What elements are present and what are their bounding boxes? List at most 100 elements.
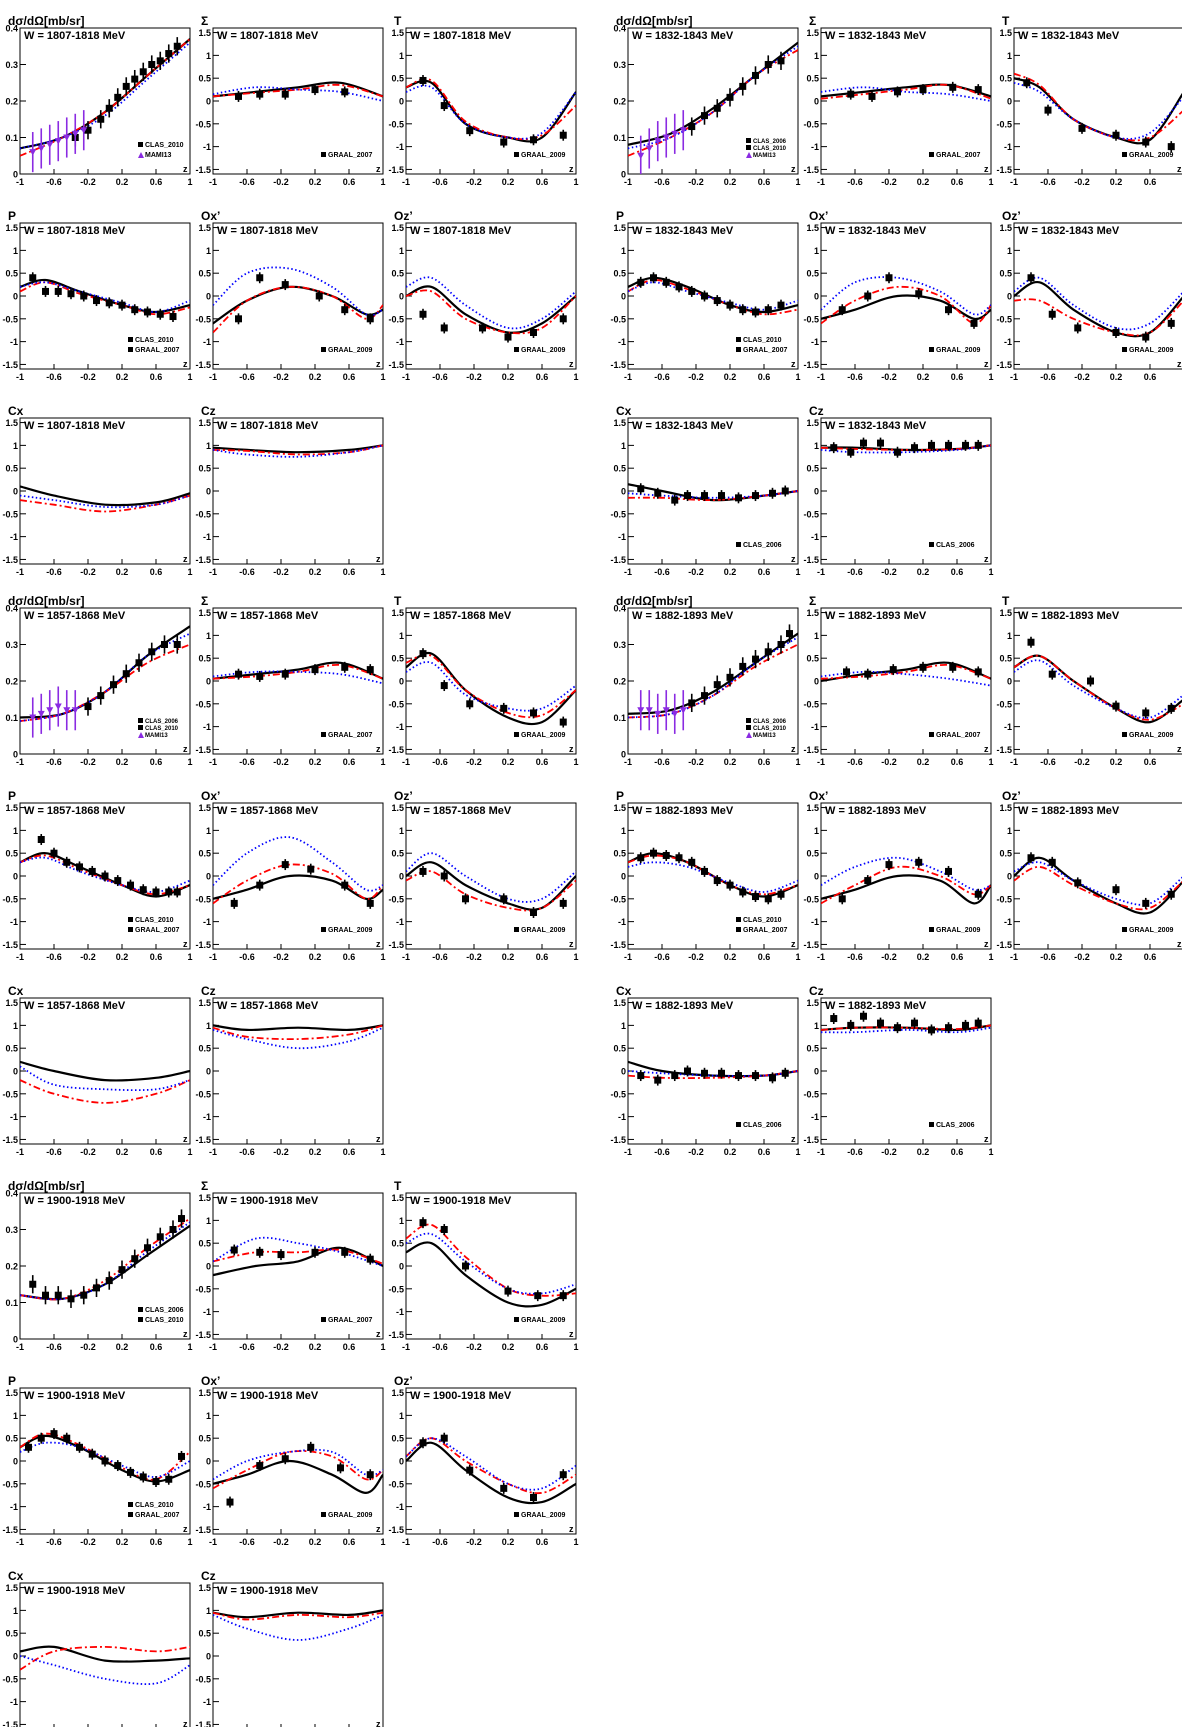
x-tick-label: -1	[16, 177, 24, 187]
x-tick-label: 1	[187, 1147, 192, 1157]
x-tick-label: -1	[817, 372, 825, 382]
panel-title: Oz’	[1002, 789, 1021, 803]
data-point-clas_2006	[752, 655, 759, 663]
panel-title: P	[616, 789, 624, 803]
y-tick-label: -1.5	[388, 360, 404, 370]
x-tick-label: 0.2	[502, 177, 515, 187]
x-tick-label: -0.6	[46, 177, 62, 187]
y-tick-label: -1	[811, 722, 819, 732]
legend-entry: GRAAL_2009	[521, 1512, 565, 1519]
y-tick-label: 0.5	[5, 464, 18, 474]
y-tick-label: 1.5	[198, 223, 211, 233]
y-tick-label: -0.5	[195, 119, 211, 129]
panel-ozp: Oz’ W = 1882-1893 MeV -1.5 -1 -0.5 0 0.5 1 1.5 -1…	[996, 789, 1182, 962]
data-point-clas_2010	[688, 287, 696, 295]
legend-entry: GRAAL_2007	[936, 732, 980, 739]
y-tick-label: -1.5	[803, 1135, 819, 1145]
x-tick-label: -0.6	[1040, 952, 1056, 962]
y-tick-label: 0	[621, 170, 626, 180]
data-point-graal_2009	[419, 310, 427, 318]
y-tick-label: 1.5	[198, 1388, 211, 1398]
y-tick-label: 0.5	[5, 1629, 18, 1639]
y-tick-label: 0	[814, 872, 819, 882]
data-point-graal_2009	[945, 306, 952, 314]
panel-p: P W = 1857-1868 MeV -1.5 -1 -0.5 0 0.5 1 1.5 -1 -0…	[2, 789, 192, 962]
data-point-graal_2009	[337, 1464, 344, 1472]
model-curve-0	[213, 444, 383, 454]
data-point-clas_2010	[165, 1475, 173, 1483]
plot-area	[213, 836, 383, 909]
y-tick-label: -1	[203, 1697, 211, 1707]
y-tick-label: -1	[203, 337, 211, 347]
w-range-label: W = 1900-1918 MeV	[217, 1390, 319, 1402]
x-axis-name: z	[376, 359, 381, 369]
y-tick-label: -1.5	[388, 1525, 404, 1535]
y-tick-label: -1.5	[195, 1135, 211, 1145]
legend-marker	[321, 927, 326, 932]
legend-marker	[736, 917, 741, 922]
x-axis-name: z	[791, 359, 796, 369]
model-curve-0	[20, 1060, 190, 1082]
data-point-graal_2009	[500, 1484, 508, 1492]
data-point-graal_2009	[1112, 329, 1120, 336]
plot-frame	[19, 1192, 191, 1340]
data-point-clas_2006	[684, 492, 691, 500]
y-tick-label: 0	[206, 1262, 211, 1272]
y-tick-label: 0.5	[613, 849, 626, 859]
panel-title: dσ/dΩ[mb/sr]	[616, 14, 693, 28]
panel-title: P	[616, 209, 624, 223]
y-tick-label: -0.5	[388, 1284, 404, 1294]
y-tick-label: 0.5	[806, 849, 819, 859]
y-tick-label: 0	[13, 1335, 18, 1345]
data-point-clas_2006	[974, 441, 982, 449]
legend-entry: CLAS_2010	[743, 917, 782, 924]
x-tick-label: -0.6	[46, 952, 62, 962]
x-tick-label: -0.6	[239, 1537, 255, 1547]
data-point-clas_2010	[101, 1457, 109, 1465]
x-tick-label: -0.6	[46, 1342, 62, 1352]
data-point-graal_2007	[311, 86, 319, 94]
data-point-graal_2009	[838, 895, 846, 903]
y-tick-label: 0.5	[806, 654, 819, 664]
y-tick-label: -1.5	[610, 1135, 626, 1145]
plot-area	[20, 625, 190, 738]
x-axis-name: z	[791, 939, 796, 949]
w-range-label: W = 1807-1818 MeV	[410, 30, 512, 42]
y-tick-label: 0	[399, 1262, 404, 1272]
y-tick-label: 1	[621, 826, 626, 836]
data-point-graal_2009	[341, 306, 349, 314]
x-tick-label: -0.6	[46, 1537, 62, 1547]
data-point-mami13	[71, 130, 79, 138]
plot-area	[1014, 852, 1182, 915]
y-tick-label: 0.1	[5, 713, 18, 723]
legend-entry: MAMI13	[145, 733, 168, 739]
model-curve-2	[628, 1070, 798, 1077]
y-tick-label: 1	[621, 441, 626, 451]
x-axis-name: z	[984, 744, 989, 754]
data-point-graal_2009	[419, 76, 427, 84]
legend-entry: MAMI13	[145, 152, 172, 159]
x-tick-label: -1	[16, 757, 24, 767]
x-tick-label: -0.6	[654, 372, 670, 382]
legend-entry: GRAAL_2009	[521, 1317, 565, 1324]
y-tick-label: 0.3	[5, 1225, 18, 1235]
data-point-clas_2006	[894, 1024, 901, 1032]
legend-marker	[138, 725, 143, 730]
y-tick-label: 1	[1007, 51, 1012, 61]
x-tick-label: -0.6	[847, 1147, 863, 1157]
y-tick-label: -0.5	[610, 509, 626, 519]
x-tick-label: 0.6	[1144, 372, 1157, 382]
data-point-clas_2006	[173, 641, 181, 648]
data-point-graal_2007	[235, 670, 242, 678]
panel-dsig: dσ/dΩ[mb/sr] W = 1832-1843 MeV 0 0.1 0.2 0.3 0…	[613, 14, 800, 187]
model-curve-1	[406, 870, 576, 912]
legend-entry: MAMI13	[753, 153, 776, 159]
x-tick-label: -0.2	[881, 757, 897, 767]
x-axis-name: z	[1177, 744, 1182, 754]
data-point-graal_2007	[889, 666, 897, 674]
x-tick-label: 0.2	[116, 1147, 129, 1157]
y-tick-label: 1.5	[198, 608, 211, 618]
data-point-mami13	[645, 145, 653, 152]
data-point-graal_2009	[500, 704, 508, 712]
x-axis-name: z	[569, 359, 574, 369]
